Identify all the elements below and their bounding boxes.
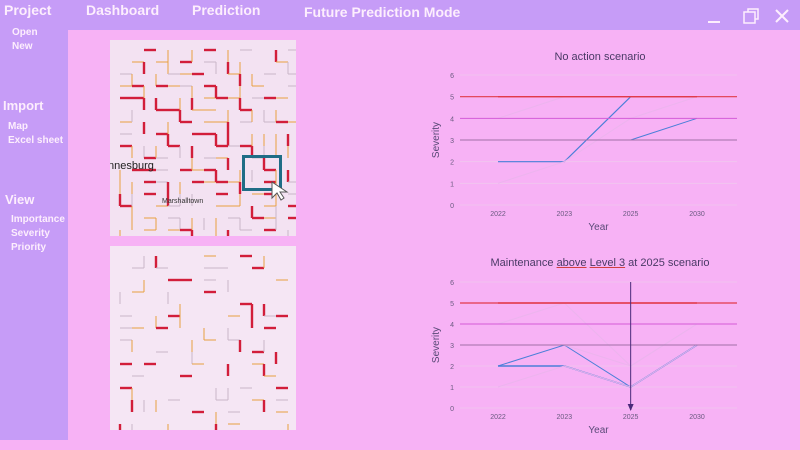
y-tick-label: 1: [450, 181, 454, 188]
series-line: [497, 96, 697, 119]
close-icon[interactable]: [772, 6, 792, 26]
y-tick-label: 4: [450, 116, 454, 123]
x-tick-label: 2030: [689, 211, 705, 218]
y-tick-label: 0: [450, 203, 454, 210]
chart-maintenance: 0 1 2 3 4 5 6 2022 2023 2025 2030 Year Severity: [431, 280, 737, 436]
x-tick-label: 2030: [689, 414, 705, 421]
street-network-map: [118, 48, 296, 236]
y-tick-label: 5: [450, 95, 454, 102]
y-tick-label: 6: [450, 73, 454, 80]
chart-no-action: 0 1 2 3 4 5 6 2022 2023 2025 2030 Year Severity: [431, 73, 737, 233]
y-tick-label: 2: [450, 160, 454, 167]
sidebar-heading-view: View: [5, 192, 35, 207]
restore-icon[interactable]: [741, 6, 761, 26]
x-tick-label: 2025: [623, 211, 639, 218]
sidebar-item-new[interactable]: New: [12, 41, 33, 52]
severity-map-current[interactable]: nnesburg Marshalltown: [110, 40, 296, 236]
menu-prediction[interactable]: Prediction: [192, 2, 261, 18]
y-axis-label: Severity: [431, 122, 442, 158]
y-tick-label: 1: [450, 385, 454, 392]
chart-title-no-action: No action scenario: [554, 51, 646, 63]
minimize-icon[interactable]: [704, 6, 724, 26]
y-tick-label: 5: [450, 301, 454, 308]
arrow-head-icon: [627, 404, 634, 411]
x-tick-label: 2023: [557, 414, 573, 421]
chart-title-maintenance: Maintenance above Level 3 at 2025 scenar…: [440, 257, 760, 269]
sidebar-item-map[interactable]: Map: [8, 121, 28, 132]
sidebar-item-importance[interactable]: Importance: [11, 214, 65, 225]
mode-title: Future Prediction Mode: [304, 4, 461, 20]
x-tick-label: 2022: [490, 211, 506, 218]
sidebar-item-priority[interactable]: Priority: [11, 242, 47, 253]
title-part-rest: at 2025 scenario: [625, 257, 710, 269]
menu-project[interactable]: Project: [4, 2, 52, 18]
title-part-above: above: [556, 257, 587, 269]
title-part-1: Maintenance: [490, 257, 557, 269]
sidebar-heading-import: Import: [3, 98, 44, 113]
y-tick-label: 0: [450, 406, 454, 413]
x-tick-label: 2023: [557, 211, 573, 218]
sidebar: Open New Import Map Excel sheet View Imp…: [0, 27, 68, 440]
street-network-map-predicted: [118, 254, 289, 430]
series-line: [497, 344, 698, 388]
x-axis-label: Year: [588, 425, 609, 436]
map-city-label: nnesburg: [110, 160, 154, 172]
x-axis-label: Year: [588, 222, 609, 233]
sidebar-item-open[interactable]: Open: [12, 27, 38, 38]
y-tick-label: 3: [450, 343, 454, 350]
y-tick-label: 2: [450, 364, 454, 371]
sidebar-item-excel-sheet[interactable]: Excel sheet: [8, 135, 64, 146]
cursor-icon: [271, 181, 289, 201]
x-tick-label: 2022: [490, 414, 506, 421]
menu-dashboard[interactable]: Dashboard: [86, 2, 160, 18]
severity-map-predicted[interactable]: [110, 246, 296, 430]
top-menu-bar: Project Dashboard Prediction Future Pred…: [0, 0, 800, 30]
sidebar-item-severity[interactable]: Severity: [11, 228, 50, 239]
map-district-label: Marshalltown: [162, 198, 204, 205]
y-axis-label: Severity: [431, 327, 442, 363]
y-tick-label: 4: [450, 322, 454, 329]
map-selection-box[interactable]: [242, 155, 282, 191]
title-part-level3: Level 3: [589, 257, 626, 269]
x-tick-label: 2025: [623, 414, 639, 421]
y-tick-label: 6: [450, 280, 454, 287]
y-tick-label: 3: [450, 138, 454, 145]
